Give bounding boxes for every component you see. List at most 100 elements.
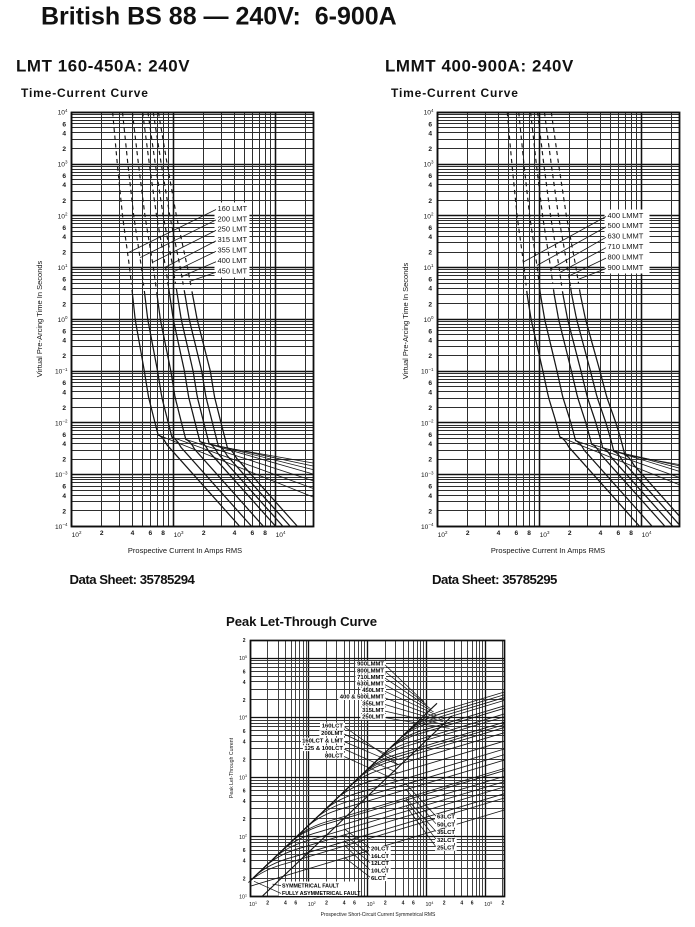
svg-text:400 & 500LMMT: 400 & 500LMMT [340,695,385,701]
svg-text:2: 2 [568,530,572,537]
svg-text:2: 2 [62,146,66,153]
svg-text:101: 101 [424,263,434,272]
svg-text:101: 101 [249,901,257,908]
svg-text:10−1: 10−1 [55,367,68,376]
svg-text:10−2: 10−2 [421,419,434,428]
svg-text:2: 2 [384,901,387,907]
svg-text:4: 4 [428,286,432,293]
svg-text:710LMMT: 710LMMT [357,675,384,681]
svg-text:4: 4 [402,901,405,907]
svg-text:900 LMMT: 900 LMMT [608,263,644,272]
svg-text:6: 6 [471,901,474,907]
svg-text:4: 4 [428,234,432,241]
svg-text:2: 2 [62,457,66,464]
svg-text:35LCT: 35LCT [437,830,455,836]
svg-text:630 LMMT: 630 LMMT [608,232,644,241]
svg-text:450LMT: 450LMT [362,688,384,694]
svg-text:2: 2 [62,198,66,205]
svg-text:Data Sheet: 35785295: Data Sheet: 35785295 [432,572,557,587]
svg-text:LMMT 400-900A: 240V: LMMT 400-900A: 240V [385,56,574,75]
svg-text:200LMT: 200LMT [321,731,343,737]
svg-text:630LMMT: 630LMMT [357,682,384,688]
svg-text:500 LMMT: 500 LMMT [608,221,644,230]
svg-text:100: 100 [424,315,434,324]
svg-text:6: 6 [243,669,246,675]
svg-text:6: 6 [62,277,66,284]
svg-text:315LMT: 315LMT [362,708,384,714]
svg-text:6: 6 [428,225,432,232]
svg-text:4: 4 [284,901,287,907]
svg-text:2: 2 [428,301,432,308]
svg-text:12LCT: 12LCT [371,861,389,867]
svg-text:103: 103 [540,530,550,539]
svg-text:Time-Current Curve: Time-Current Curve [391,86,519,100]
svg-text:6: 6 [243,848,246,854]
svg-text:8: 8 [161,530,165,537]
svg-text:63LCT: 63LCT [437,815,455,821]
svg-text:4: 4 [243,739,246,745]
svg-text:103: 103 [58,160,68,169]
svg-text:2: 2 [243,638,246,644]
svg-text:2: 2 [502,901,505,907]
svg-text:4: 4 [62,130,66,137]
svg-text:200 LMT: 200 LMT [218,214,248,223]
svg-text:6: 6 [243,789,246,795]
svg-text:Time-Current Curve: Time-Current Curve [21,86,149,100]
svg-text:2: 2 [62,353,66,360]
svg-text:Virtual Pre-Arcing Time In Sec: Virtual Pre-Arcing Time In Seconds [35,260,44,377]
svg-text:102: 102 [58,211,68,220]
svg-text:16LCT: 16LCT [371,854,389,860]
svg-text:450 LMT: 450 LMT [218,267,248,276]
svg-text:4: 4 [243,799,246,805]
svg-text:102: 102 [239,834,247,841]
svg-text:6: 6 [428,380,432,387]
svg-text:Peak Let-Through Current: Peak Let-Through Current [229,737,235,798]
svg-text:104: 104 [276,530,286,539]
svg-text:Data Sheet: 35785294: Data Sheet: 35785294 [70,572,196,587]
svg-text:250 LMT: 250 LMT [218,225,248,234]
svg-text:2: 2 [428,457,432,464]
svg-text:6: 6 [62,328,66,335]
svg-text:FULLY ASYMMETRICAL FAULT: FULLY ASYMMETRICAL FAULT [282,891,361,897]
svg-text:8: 8 [527,530,531,537]
svg-text:6: 6 [515,530,519,537]
svg-text:4: 4 [428,182,432,189]
svg-text:2: 2 [428,250,432,257]
svg-text:710 LMMT: 710 LMMT [608,242,644,251]
svg-text:6: 6 [428,432,432,439]
svg-text:4: 4 [343,901,346,907]
svg-text:2: 2 [62,301,66,308]
svg-text:2: 2 [62,508,66,515]
svg-text:2: 2 [325,901,328,907]
svg-text:6: 6 [294,901,297,907]
svg-text:2: 2 [243,877,246,883]
svg-text:4: 4 [233,530,237,537]
svg-text:400 LMMT: 400 LMMT [608,211,644,220]
svg-text:Prospective Current In Amps RM: Prospective Current In Amps RMS [128,546,242,555]
svg-text:10LCT: 10LCT [371,869,389,875]
svg-text:2: 2 [428,508,432,515]
svg-text:6: 6 [62,121,66,128]
svg-text:103: 103 [174,530,184,539]
svg-text:6LCT: 6LCT [371,876,386,882]
svg-text:Virtual Pre-Arcing Time In Sec: Virtual Pre-Arcing Time In Seconds [401,262,410,379]
svg-text:6: 6 [149,530,153,537]
svg-text:2: 2 [428,198,432,205]
svg-text:104: 104 [424,108,434,117]
svg-text:4: 4 [243,859,246,865]
svg-text:355 LMT: 355 LMT [218,246,248,255]
svg-text:103: 103 [424,160,434,169]
svg-text:4: 4 [62,338,66,345]
svg-text:103: 103 [367,901,375,908]
svg-text:2: 2 [243,698,246,704]
svg-text:2: 2 [62,250,66,257]
svg-text:2: 2 [428,353,432,360]
svg-text:6: 6 [62,173,66,180]
svg-text:4: 4 [62,286,66,293]
svg-text:4: 4 [243,680,246,686]
svg-text:25LCT: 25LCT [437,846,455,852]
svg-text:2: 2 [428,405,432,412]
svg-text:160 LMT: 160 LMT [218,204,248,213]
svg-text:4: 4 [428,493,432,500]
svg-text:10−4: 10−4 [55,522,68,531]
